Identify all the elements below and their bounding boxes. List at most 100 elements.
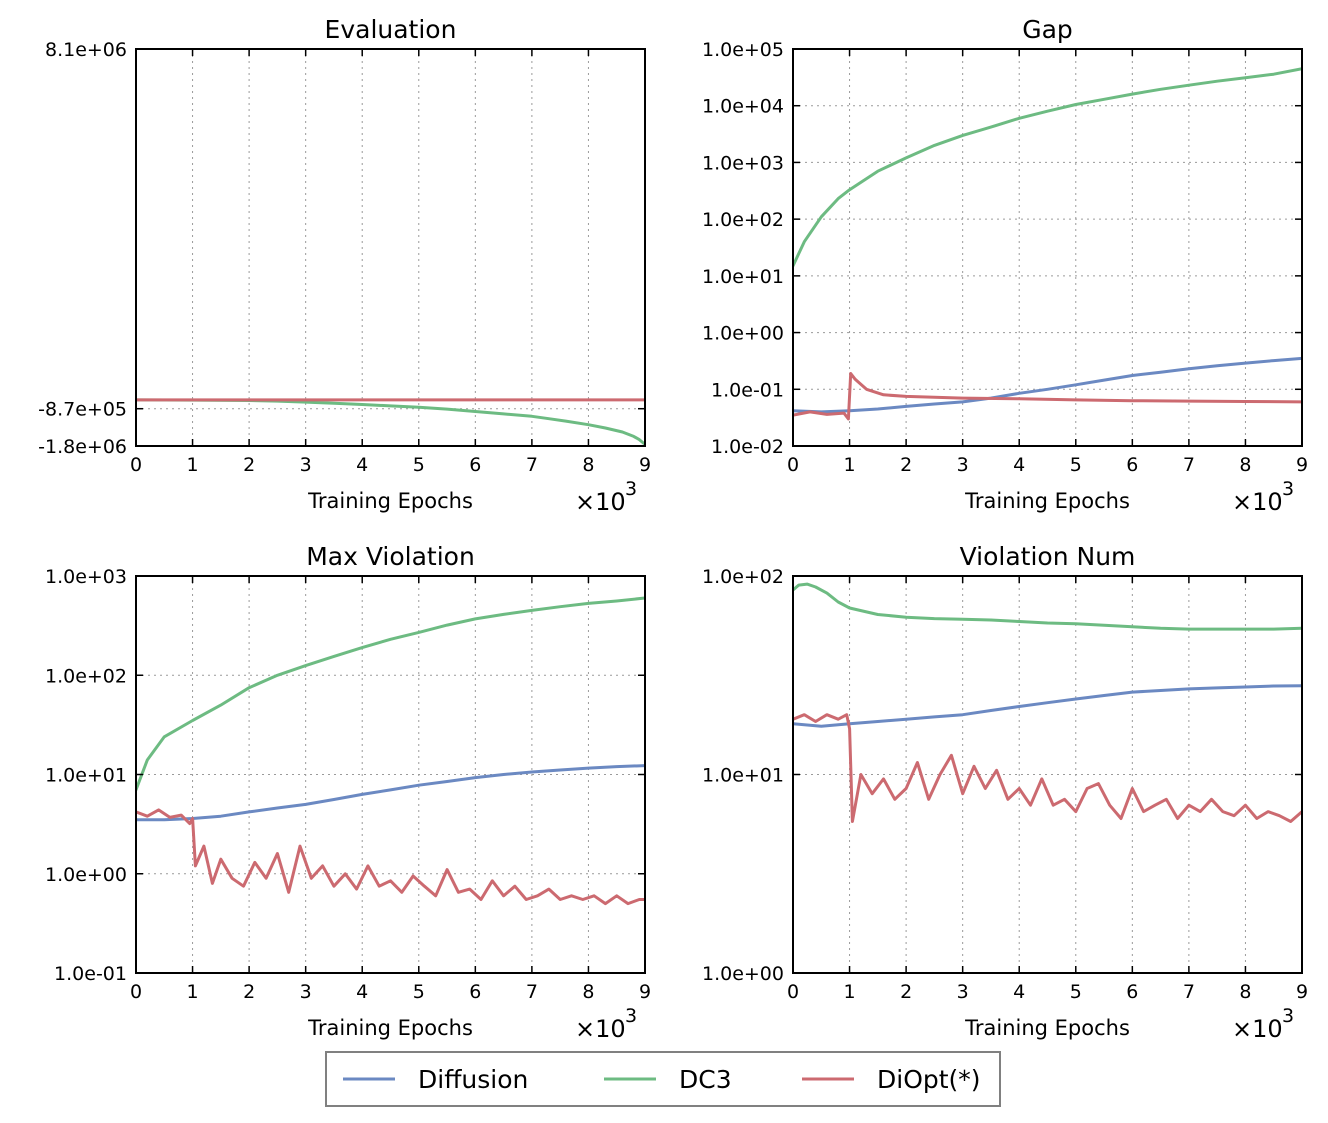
y-tick-label: 1.0e-01 bbox=[54, 963, 127, 985]
x-axis-label: Training Epochs bbox=[307, 1016, 473, 1040]
x-tick-label: 8 bbox=[1239, 454, 1251, 476]
y-tick-label: 1.0e+00 bbox=[702, 963, 784, 985]
y-tick-label: 1.0e+01 bbox=[45, 765, 127, 787]
x-tick-label: 6 bbox=[1126, 981, 1138, 1003]
y-tick-label: 1.0e+02 bbox=[702, 209, 784, 231]
x-tick-label: 8 bbox=[582, 981, 594, 1003]
x-tick-label: 2 bbox=[900, 454, 912, 476]
x-axis-multiplier-exponent: 3 bbox=[1282, 1005, 1294, 1027]
legend: Diffusion DC3 DiOpt(*) bbox=[325, 1051, 1001, 1107]
series-line-diopt bbox=[793, 372, 1302, 421]
y-tick-label: 1.0e+01 bbox=[702, 266, 784, 288]
x-axis-multiplier-exponent: 3 bbox=[625, 1005, 637, 1027]
x-tick-label: 6 bbox=[1126, 454, 1138, 476]
x-tick-label: 2 bbox=[900, 981, 912, 1003]
x-tick-label: 6 bbox=[469, 981, 481, 1003]
x-tick-label: 1 bbox=[187, 981, 199, 1003]
series-group bbox=[136, 398, 645, 446]
plot-frame bbox=[135, 48, 646, 447]
x-tick-label: 9 bbox=[1296, 981, 1308, 1003]
x-tick-label: 5 bbox=[413, 981, 425, 1003]
legend-label-dc3: DC3 bbox=[679, 1065, 732, 1094]
x-tick-label: 5 bbox=[1070, 981, 1082, 1003]
x-tick-label: 1 bbox=[844, 981, 856, 1003]
series-line-dc3 bbox=[793, 67, 1302, 268]
x-tick-label: 2 bbox=[243, 454, 255, 476]
x-axis-label: Training Epochs bbox=[964, 1016, 1130, 1040]
y-tick-label: 1.0e+00 bbox=[45, 864, 127, 886]
series-line-diopt bbox=[136, 808, 645, 906]
x-tick-label: 2 bbox=[243, 981, 255, 1003]
y-tick-label: 1.0e-01 bbox=[711, 379, 784, 401]
x-tick-label: 0 bbox=[787, 454, 799, 476]
x-tick-label: 3 bbox=[300, 454, 312, 476]
x-tick-label: 8 bbox=[1239, 981, 1251, 1003]
chart-title: Violation Num bbox=[960, 542, 1136, 571]
x-axis-label: Training Epochs bbox=[964, 489, 1130, 513]
panel-violation-num: 0 1 2 3 4 5 6 7 8 9 1.0e+02 1.0e+01 1.0e+00 Violation… bbox=[702, 542, 1308, 1043]
panel-max-violation: 0 1 2 3 4 5 6 7 8 9 1.0e+03 1.0e+02 1.0e+01 1.0e+00 1.… bbox=[45, 542, 651, 1043]
x-tick-label: 5 bbox=[413, 454, 425, 476]
chart-title: Gap bbox=[1022, 15, 1073, 44]
x-tick-label: 0 bbox=[787, 981, 799, 1003]
x-tick-label: 4 bbox=[1013, 454, 1025, 476]
series-line-diffusion bbox=[136, 764, 645, 822]
x-axis-label: Training Epochs bbox=[307, 489, 473, 513]
series-group bbox=[793, 582, 1302, 823]
series-group bbox=[793, 67, 1302, 421]
chart-title: Max Violation bbox=[306, 542, 475, 571]
x-tick-label: 7 bbox=[526, 454, 538, 476]
x-tick-label: 7 bbox=[526, 981, 538, 1003]
series-line-dc3 bbox=[136, 398, 645, 446]
legend-box bbox=[325, 1051, 1001, 1107]
panel-gap: 0 1 2 3 4 5 6 7 8 9 1.0e+05 1.0e+04 1.0e+03 1.0e+02 1.… bbox=[702, 15, 1308, 516]
legend-label-diopt: DiOpt(*) bbox=[877, 1065, 981, 1094]
x-axis-multiplier: ×10 bbox=[575, 488, 626, 516]
y-tick-label: 1.0e+04 bbox=[702, 96, 784, 118]
y-tick-label: -1.8e+06 bbox=[38, 436, 127, 458]
x-tick-label: 5 bbox=[1070, 454, 1082, 476]
y-tick-label: 1.0e-02 bbox=[711, 436, 784, 458]
x-tick-label: 1 bbox=[187, 454, 199, 476]
series-line-dc3 bbox=[793, 582, 1302, 631]
x-tick-label: 3 bbox=[957, 981, 969, 1003]
x-axis-multiplier-exponent: 3 bbox=[1282, 478, 1294, 500]
y-tick-label: -8.7e+05 bbox=[38, 399, 127, 421]
x-tick-label: 6 bbox=[469, 454, 481, 476]
x-tick-label: 4 bbox=[356, 981, 368, 1003]
x-tick-label: 9 bbox=[639, 981, 651, 1003]
y-tick-label: 1.0e+01 bbox=[702, 765, 784, 787]
y-tick-label: 1.0e+00 bbox=[702, 323, 784, 345]
x-tick-label: 0 bbox=[130, 981, 142, 1003]
plot-frame bbox=[792, 48, 1303, 447]
y-tick-label: 8.1e+06 bbox=[45, 39, 127, 61]
x-tick-label: 3 bbox=[957, 454, 969, 476]
x-tick-label: 7 bbox=[1183, 981, 1195, 1003]
series-line-dc3 bbox=[136, 596, 645, 792]
y-tick-label: 1.0e+03 bbox=[702, 152, 784, 174]
y-tick-label: 1.0e+05 bbox=[702, 39, 784, 61]
series-line-diffusion bbox=[793, 356, 1302, 414]
legend-label-diffusion: Diffusion bbox=[418, 1065, 528, 1094]
x-tick-label: 7 bbox=[1183, 454, 1195, 476]
x-tick-label: 1 bbox=[844, 454, 856, 476]
x-tick-label: 8 bbox=[582, 454, 594, 476]
series-line-diopt bbox=[793, 713, 1302, 823]
x-tick-label: 4 bbox=[356, 454, 368, 476]
y-tick-label: 1.0e+02 bbox=[45, 665, 127, 687]
y-tick-label: 1.0e+03 bbox=[45, 566, 127, 588]
chart-title: Evaluation bbox=[325, 15, 457, 44]
x-axis-multiplier: ×10 bbox=[1232, 488, 1283, 516]
x-axis-multiplier-exponent: 3 bbox=[625, 478, 637, 500]
x-axis-multiplier: ×10 bbox=[1232, 1015, 1283, 1043]
x-axis-multiplier: ×10 bbox=[575, 1015, 626, 1043]
y-tick-label: 1.0e+02 bbox=[702, 566, 784, 588]
x-tick-label: 4 bbox=[1013, 981, 1025, 1003]
x-tick-label: 9 bbox=[639, 454, 651, 476]
x-tick-label: 9 bbox=[1296, 454, 1308, 476]
panel-evaluation: 0 1 2 3 4 5 6 7 8 9 8.1e+06 -8.7e+05 -1.8e+06 Evaluat… bbox=[38, 15, 651, 516]
series-group bbox=[136, 596, 645, 906]
x-tick-label: 0 bbox=[130, 454, 142, 476]
x-tick-label: 3 bbox=[300, 981, 312, 1003]
